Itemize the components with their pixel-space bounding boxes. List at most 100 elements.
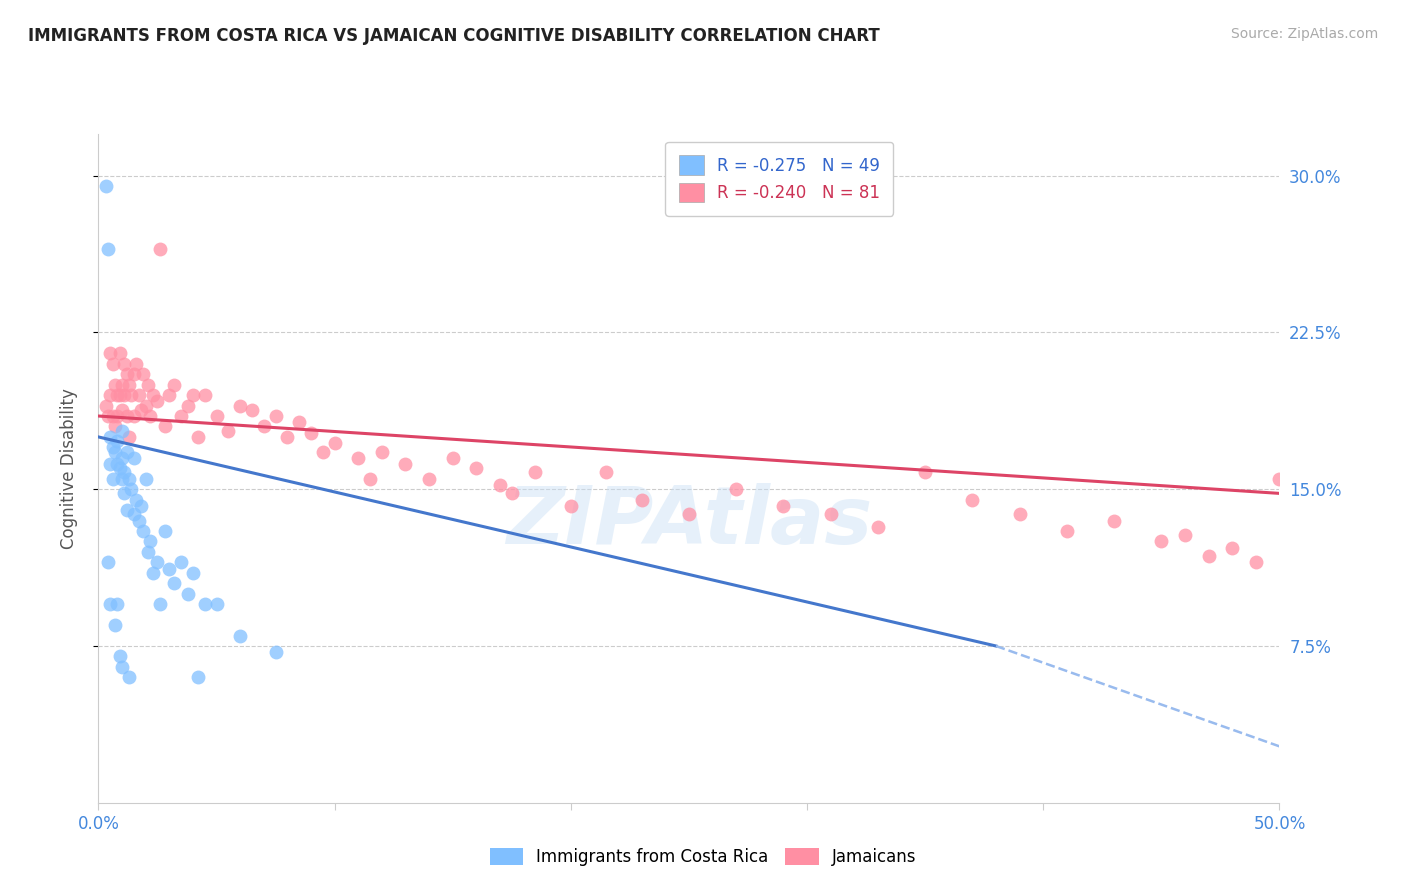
Point [111,472,134,486]
Point [122,368,145,382]
Point [153,419,176,434]
Point [229,628,252,642]
Point [1244,555,1267,569]
Point [229,399,252,413]
Point [914,466,936,480]
Point [104,419,127,434]
Point [217,424,239,438]
Point [772,499,794,513]
Point [240,402,263,417]
Point [157,388,180,402]
Point [121,388,143,402]
Point [105,457,128,471]
Point [177,399,200,413]
Point [132,524,155,538]
Point [264,645,287,659]
Point [146,555,169,569]
Point [132,368,155,382]
Point [1102,514,1125,528]
Point [125,492,148,507]
Point [98,597,121,611]
Point [163,576,186,591]
Point [264,409,287,423]
Point [129,402,152,417]
Point [105,409,128,423]
Point [149,242,172,256]
Point [1198,549,1220,563]
Point [122,508,145,522]
Point [678,508,700,522]
Point [181,566,204,580]
Point [112,486,135,500]
Point [149,597,172,611]
Point [177,587,200,601]
Legend: Immigrants from Costa Rica, Jamaicans: Immigrants from Costa Rica, Jamaicans [481,840,925,875]
Point [187,670,209,684]
Point [128,388,150,402]
Point [105,434,128,449]
Point [139,409,162,423]
Point [820,508,842,522]
Point [122,450,145,465]
Point [94,399,117,413]
Point [1220,541,1243,555]
Point [125,357,148,371]
Point [136,545,159,559]
Point [111,377,134,392]
Point [129,499,152,513]
Point [111,424,134,438]
Point [112,466,135,480]
Point [299,425,322,440]
Point [111,660,134,674]
Point [1268,472,1291,486]
Point [101,409,124,423]
Point [142,388,165,402]
Point [1174,528,1197,542]
Point [108,388,131,402]
Point [157,562,180,576]
Point [323,436,346,450]
Point [98,346,121,360]
Point [866,520,889,534]
Point [136,377,159,392]
Legend: R = -0.275   N = 49, R = -0.240   N = 81: R = -0.275 N = 49, R = -0.240 N = 81 [665,142,893,216]
Point [312,444,335,458]
Point [108,346,131,360]
Point [560,499,582,513]
Point [135,399,157,413]
Point [115,409,138,423]
Point [418,472,440,486]
Point [105,597,128,611]
Point [101,472,124,486]
Point [630,492,652,507]
Point [101,441,124,455]
Point [276,430,298,444]
Point [105,388,128,402]
Point [170,409,193,423]
Point [288,415,311,429]
Text: ZIPAtlas: ZIPAtlas [506,483,872,561]
Point [163,377,186,392]
Point [146,394,169,409]
Point [108,461,131,475]
Point [139,534,162,549]
Point [524,466,547,480]
Point [115,444,138,458]
Y-axis label: Cognitive Disability: Cognitive Disability [59,388,77,549]
Point [194,388,217,402]
Point [108,649,131,664]
Point [170,555,193,569]
Point [394,457,416,471]
Text: IMMIGRANTS FROM COSTA RICA VS JAMAICAN COGNITIVE DISABILITY CORRELATION CHART: IMMIGRANTS FROM COSTA RICA VS JAMAICAN C… [28,27,880,45]
Point [111,450,134,465]
Text: Source: ZipAtlas.com: Source: ZipAtlas.com [1230,27,1378,41]
Point [205,597,228,611]
Point [725,482,748,496]
Point [441,450,464,465]
Point [111,402,134,417]
Point [101,357,124,371]
Point [347,450,370,465]
Point [1150,534,1173,549]
Point [98,388,121,402]
Point [118,377,141,392]
